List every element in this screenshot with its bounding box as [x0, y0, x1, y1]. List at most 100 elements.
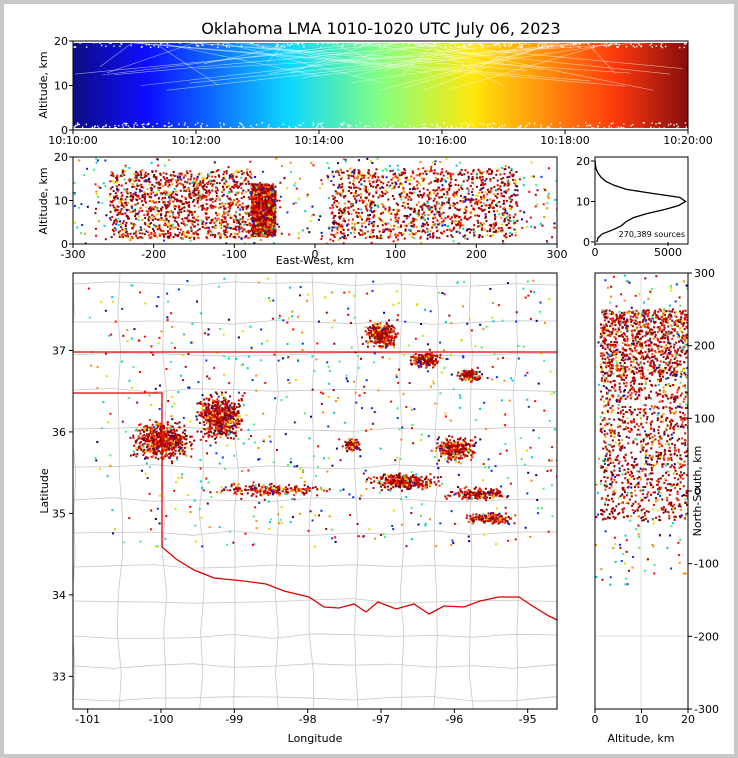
- vhf-source: [219, 236, 222, 239]
- source-count-label: 270,389 sources: [619, 230, 685, 239]
- vhf-source: [435, 194, 438, 197]
- vhf-source: [417, 230, 420, 233]
- vhf-source: [546, 241, 549, 244]
- gap-marker: [383, 45, 385, 47]
- gap-marker: [484, 127, 486, 130]
- vhf-source: [206, 237, 209, 240]
- vhf-source: [395, 236, 398, 239]
- vhf-source: [151, 447, 154, 450]
- vhf-source: [270, 218, 273, 221]
- gap-marker: [145, 43, 148, 46]
- vhf-source: [492, 210, 495, 213]
- vhf-source: [364, 226, 367, 229]
- vhf-source: [163, 164, 166, 167]
- vhf-source: [367, 172, 370, 175]
- vhf-source: [263, 201, 266, 204]
- vhf-source: [157, 181, 160, 184]
- vhf-source: [248, 222, 251, 225]
- vhf-source: [259, 181, 262, 184]
- vhf-source: [209, 230, 212, 233]
- vhf-source: [267, 201, 270, 204]
- vhf-source: [185, 446, 188, 449]
- vhf-source: [158, 225, 161, 228]
- gap-marker: [341, 124, 343, 126]
- vhf-source: [173, 205, 176, 208]
- vhf-source: [406, 215, 409, 218]
- vhf-source: [113, 227, 116, 230]
- vhf-source: [244, 220, 247, 223]
- vhf-source: [151, 427, 154, 430]
- vhf-source: [173, 219, 176, 222]
- vhf-source: [400, 198, 403, 201]
- vhf-source: [404, 180, 407, 183]
- vhf-source: [271, 223, 274, 226]
- vhf-source: [391, 195, 394, 198]
- vhf-source: [510, 167, 513, 170]
- vhf-source: [102, 182, 105, 185]
- vhf-source: [425, 221, 428, 224]
- vhf-source: [124, 227, 127, 230]
- vhf-source: [396, 213, 399, 216]
- vhf-source: [124, 224, 127, 227]
- vhf-source: [266, 201, 269, 204]
- vhf-source: [273, 219, 276, 222]
- vhf-source: [337, 225, 340, 228]
- vhf-source: [402, 171, 405, 174]
- vhf-source: [359, 196, 362, 199]
- vhf-source: [481, 209, 484, 212]
- vhf-source: [195, 193, 198, 196]
- vhf-source: [193, 182, 196, 185]
- vhf-source: [134, 232, 137, 235]
- vhf-source: [504, 182, 507, 185]
- vhf-source: [328, 225, 331, 228]
- vhf-source: [136, 183, 139, 186]
- vhf-source: [136, 448, 139, 451]
- vhf-source: [152, 441, 155, 444]
- vhf-source: [439, 161, 442, 164]
- vhf-source: [86, 205, 89, 208]
- vhf-source: [419, 161, 422, 164]
- vhf-source: [511, 194, 514, 197]
- vhf-source: [199, 194, 202, 197]
- vhf-source: [422, 222, 425, 225]
- vhf-source: [498, 213, 501, 216]
- gap-marker: [493, 128, 495, 130]
- gap-marker: [460, 127, 462, 130]
- vhf-source: [247, 188, 250, 191]
- vhf-source: [211, 198, 214, 201]
- vhf-source: [164, 184, 167, 187]
- vhf-source: [198, 228, 201, 231]
- vhf-source: [554, 198, 557, 201]
- vhf-source: [434, 172, 437, 175]
- vhf-source: [427, 207, 430, 210]
- vhf-source: [222, 210, 225, 213]
- vhf-source: [441, 195, 444, 198]
- vhf-source: [503, 213, 506, 216]
- vhf-source: [252, 228, 255, 231]
- time-altitude-xtick-label: 10:10:00: [48, 134, 97, 147]
- vhf-source: [182, 184, 185, 187]
- vhf-source: [247, 237, 250, 240]
- vhf-source: [262, 234, 265, 237]
- vhf-source: [466, 179, 469, 182]
- vhf-source: [394, 172, 397, 175]
- vhf-source: [265, 213, 268, 216]
- gap-marker: [215, 128, 217, 130]
- vhf-source: [334, 233, 337, 236]
- vhf-source: [222, 176, 225, 179]
- vhf-source: [272, 226, 275, 229]
- vhf-source: [180, 172, 183, 175]
- vhf-source: [439, 215, 442, 218]
- vhf-source: [265, 187, 268, 190]
- vhf-source: [174, 446, 177, 449]
- vhf-source: [261, 232, 264, 235]
- county-line: [73, 320, 557, 325]
- vhf-source: [340, 223, 343, 226]
- vhf-source: [166, 193, 169, 196]
- vhf-source: [260, 212, 263, 215]
- vhf-source: [176, 183, 179, 186]
- vhf-source: [268, 198, 271, 201]
- gap-marker: [445, 46, 447, 49]
- vhf-source: [146, 440, 149, 443]
- vhf-source: [467, 190, 470, 193]
